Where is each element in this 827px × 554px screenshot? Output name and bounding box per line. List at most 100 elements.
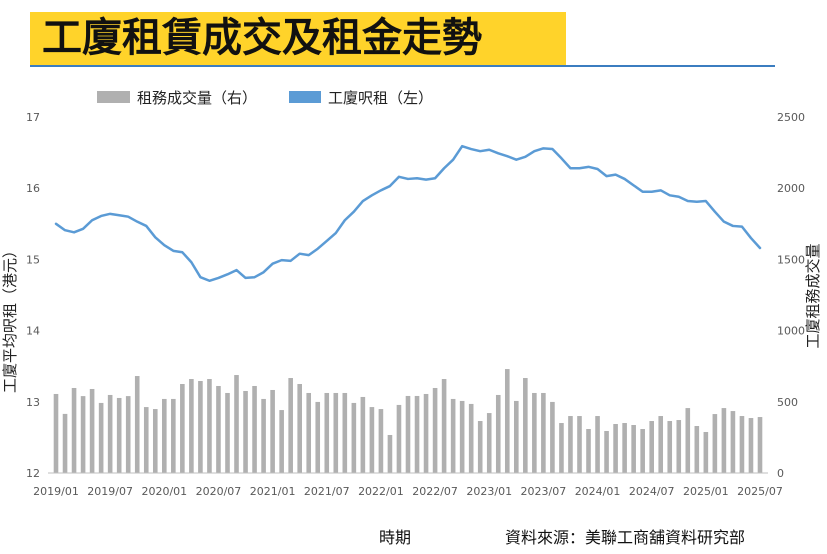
x-axis-tick-label: 2023/07 <box>521 485 567 498</box>
volume-bar <box>387 434 393 473</box>
volume-bar <box>378 409 384 473</box>
volume-bar <box>495 394 501 473</box>
volume-bar <box>396 404 402 473</box>
volume-bar <box>216 385 221 473</box>
volume-bar <box>757 417 763 473</box>
volume-bar <box>53 393 59 473</box>
volume-bar <box>459 400 465 473</box>
volume-bar <box>252 385 257 473</box>
x-axis-title: 時期 <box>379 528 412 547</box>
right-axis-ticks: 0 500 1000 1500 2000 2500 <box>777 111 805 480</box>
volume-bar <box>622 423 627 473</box>
volume-bar <box>640 429 645 473</box>
x-axis-tick-label: 2021/07 <box>304 485 350 498</box>
volume-bar <box>423 393 429 473</box>
title-underline <box>30 65 775 67</box>
volume-bar <box>306 392 312 473</box>
volume-bar <box>180 384 185 473</box>
volume-bar <box>342 392 348 473</box>
x-axis-tick-label: 2021/01 <box>250 485 296 498</box>
volume-bar <box>631 425 636 473</box>
volume-bar <box>595 416 600 473</box>
volume-bar <box>577 416 582 473</box>
volume-bar <box>432 387 438 473</box>
volume-bar <box>288 378 293 473</box>
left-axis-title: 工廈平均呎租（港元） <box>1 243 19 393</box>
volume-bar <box>189 379 194 473</box>
volume-bar <box>676 420 682 473</box>
volume-bar <box>559 423 564 473</box>
left-axis-tick-label: 17 <box>26 111 40 124</box>
volume-bar <box>125 396 131 473</box>
right-axis-tick-label: 1000 <box>777 325 805 338</box>
volume-bar <box>89 388 95 473</box>
title-banner: 工廈租賃成交及租金走勢 <box>30 12 566 65</box>
right-axis-tick-label: 2500 <box>777 111 805 124</box>
x-axis-tick-label: 2024/07 <box>629 485 675 498</box>
volume-bar <box>243 390 248 473</box>
legend-swatch-rent <box>289 91 321 103</box>
volume-bar <box>712 414 718 473</box>
volume-bar <box>405 395 411 473</box>
x-axis-tick-label: 2022/07 <box>412 485 458 498</box>
volume-bar <box>360 396 366 473</box>
x-axis-tick-label: 2022/01 <box>358 485 404 498</box>
x-axis-tick-label: 2019/01 <box>33 485 79 498</box>
volume-bar <box>486 413 492 473</box>
volume-bar <box>739 416 745 473</box>
left-axis-tick-label: 14 <box>26 325 40 338</box>
x-axis-tick-label: 2025/07 <box>737 485 783 498</box>
volume-bar <box>234 375 239 473</box>
volume-bar <box>351 402 357 473</box>
volume-bar <box>279 410 284 473</box>
volume-bar <box>514 400 519 473</box>
left-axis-tick-label: 12 <box>26 467 40 480</box>
volume-bar <box>80 396 86 473</box>
volume-bar <box>297 384 302 473</box>
legend: 租務成交量（右） 工廈呎租（左） <box>97 89 433 107</box>
volume-bar <box>107 394 113 473</box>
x-axis-ticks: 2019/01 2019/07 2020/01 2020/07 2021/01 2021/… <box>33 485 783 498</box>
x-axis-tick-label: 2019/07 <box>87 485 133 498</box>
right-axis-tick-label: 2000 <box>777 182 805 195</box>
volume-bar <box>504 369 510 473</box>
volume-bar <box>450 398 456 473</box>
volume-bar <box>523 378 528 473</box>
volume-bar <box>207 379 212 473</box>
source-note: 資料來源：美聯工商舖資料研究部 <box>505 528 746 547</box>
x-axis-tick-label: 2020/01 <box>141 485 187 498</box>
rent-line <box>54 144 762 283</box>
chart-title: 工廈租賃成交及租金走勢 <box>42 15 482 61</box>
volume-bar <box>71 387 77 473</box>
volume-bar <box>703 431 709 473</box>
volume-bar <box>143 407 149 473</box>
volume-bar <box>730 411 736 473</box>
x-axis-tick-label: 2025/01 <box>683 485 729 498</box>
volume-bar <box>694 426 700 473</box>
volume-bar <box>261 398 266 473</box>
volume-bar <box>333 392 339 473</box>
volume-bar <box>649 421 654 473</box>
volume-bar <box>604 430 609 473</box>
volume-bar <box>414 395 420 473</box>
volume-bar <box>62 413 68 473</box>
volume-bar <box>198 381 203 473</box>
volume-bar <box>748 418 754 473</box>
volume-bar <box>171 398 176 473</box>
legend-label-volume: 租務成交量（右） <box>137 89 257 107</box>
volume-bar <box>369 407 375 473</box>
x-axis-tick-label: 2023/01 <box>466 485 512 498</box>
volume-bar <box>441 379 447 473</box>
volume-bar <box>667 421 673 473</box>
left-axis-tick-label: 15 <box>26 253 40 266</box>
volume-bar <box>685 408 691 473</box>
left-axis-tick-label: 16 <box>26 182 40 195</box>
volume-bar <box>658 416 664 473</box>
volume-bar <box>721 408 727 473</box>
volume-bar <box>225 392 230 473</box>
right-axis-tick-label: 500 <box>777 396 798 409</box>
volume-bar <box>541 392 546 473</box>
volume-bar <box>152 409 158 473</box>
